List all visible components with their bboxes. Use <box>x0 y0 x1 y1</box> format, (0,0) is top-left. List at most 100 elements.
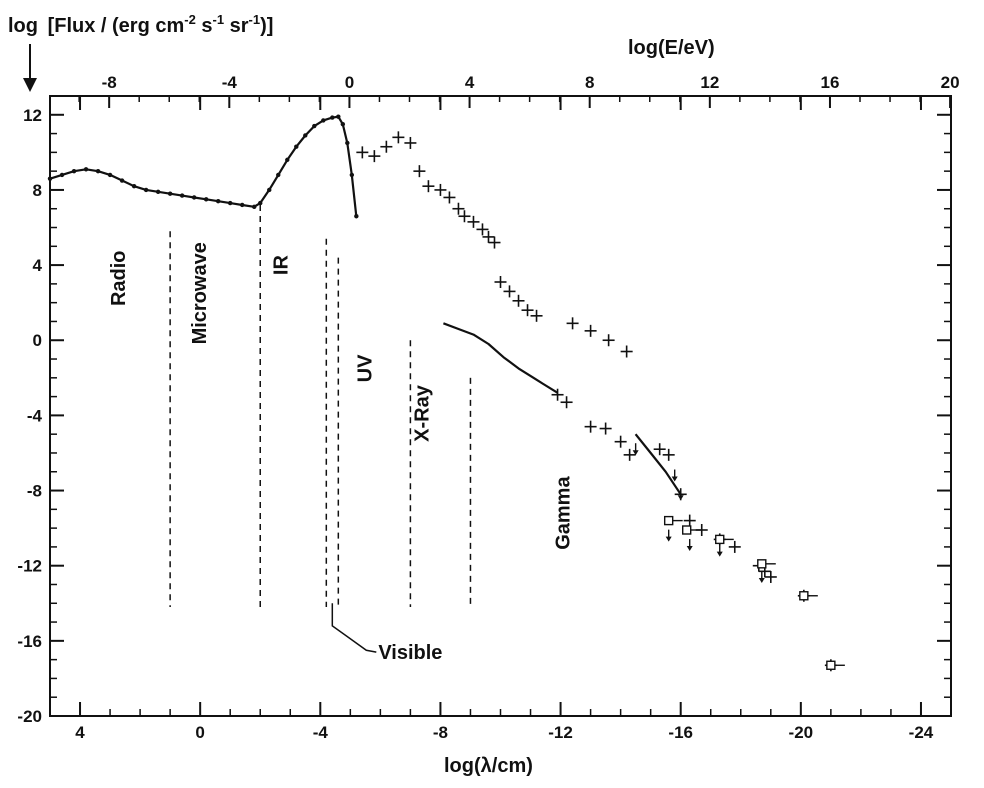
upper-limit-marker <box>682 525 692 535</box>
down-arrow-icon <box>23 44 37 92</box>
y-tick-label: -8 <box>27 482 42 501</box>
curve-point <box>95 168 101 174</box>
curve-point <box>155 189 161 195</box>
y-tick-label: -20 <box>17 707 42 726</box>
curve-point <box>349 172 355 178</box>
bottom-tick-label: -16 <box>668 723 693 742</box>
band-label-xray: X-Ray <box>411 384 433 442</box>
curve-point <box>143 187 149 193</box>
bottom-tick-label: 0 <box>195 723 204 742</box>
curve-point <box>83 167 89 172</box>
curve-point <box>167 191 173 196</box>
spectrum-curve-1 <box>49 115 358 217</box>
limit-arrow-head <box>665 536 672 542</box>
band-label-radio: Radio <box>108 250 130 306</box>
y-tick-label: 4 <box>33 256 43 275</box>
bottom-tick-label: -8 <box>433 723 448 742</box>
curve-point <box>330 115 335 120</box>
visible-annotation: Visible <box>331 603 442 664</box>
curve-point <box>294 144 299 149</box>
limit-arrow-head <box>677 495 684 501</box>
y-axis-title-close: ) <box>260 15 267 37</box>
y-axis-title-body: Flux / (erg cm <box>54 15 184 37</box>
upper-limit-marker <box>757 559 767 569</box>
upper-limit-marker <box>715 534 725 545</box>
tick-labels: 4 0 -4 -8 -12 -16 -20 -24 -8 -4 0 4 8 12 16 20 12 8 4 0 -4 -8… <box>17 73 959 742</box>
top-tick-label: -4 <box>222 73 238 92</box>
upper-limit-marker <box>826 660 836 670</box>
band-boundaries <box>169 204 472 608</box>
visible-label: Visible <box>378 642 442 664</box>
limit-arrow-head <box>632 450 639 456</box>
bottom-tick-label: -20 <box>789 723 814 742</box>
curve-point <box>345 140 350 146</box>
curve-point <box>285 157 290 163</box>
y-axis-title: log [Flux / (erg cm-2 s-1 sr-1)] <box>8 12 273 37</box>
curve-point <box>71 168 77 174</box>
top-tick-label: 12 <box>700 73 719 92</box>
curve-point <box>312 123 317 129</box>
curve-point <box>215 199 221 204</box>
curve-point <box>258 200 263 206</box>
curve-point <box>267 187 272 193</box>
top-tick-label: -8 <box>102 73 117 92</box>
curve-point <box>336 114 341 119</box>
curve-point <box>340 121 346 127</box>
bottom-tick-label: -4 <box>313 723 329 742</box>
y-tick-label: -12 <box>17 557 42 576</box>
bottom-tick-label: -24 <box>909 723 934 742</box>
band-labels: Radio Microwave IR UV X-Ray Gamma <box>108 242 574 550</box>
upper-limit-marker <box>663 515 674 526</box>
y-tick-label: -4 <box>27 406 43 425</box>
curve-point <box>303 133 308 138</box>
bottom-tick-label: -12 <box>548 723 573 742</box>
upper-limit-marker <box>799 591 809 601</box>
curve-point <box>321 118 326 123</box>
top-axis-title: log(E/eV) <box>628 37 715 59</box>
y-axis-title-exp2: -1 <box>213 12 225 27</box>
curve-point <box>59 172 65 178</box>
y-axis-title-open-bracket: [ <box>48 15 55 37</box>
y-tick-label: 0 <box>33 331 42 350</box>
band-label-gamma: Gamma <box>553 476 575 550</box>
curve-point <box>107 172 113 178</box>
spectrum-curve-3 <box>634 433 682 495</box>
curve-point <box>131 183 137 189</box>
curve-point <box>276 172 281 178</box>
y-axis-title-sr: sr <box>224 15 249 37</box>
top-tick-label: 16 <box>821 73 840 92</box>
curve-point <box>240 202 245 208</box>
y-tick-label: 12 <box>23 106 42 125</box>
curve-point <box>354 214 359 219</box>
bottom-axis-title: log(λ/cm) <box>444 755 533 777</box>
y-axis-title-exp3: -1 <box>249 12 261 27</box>
top-tick-label: 4 <box>465 73 475 92</box>
top-tick-label: 20 <box>941 73 960 92</box>
limit-arrow-head <box>716 551 723 557</box>
limit-arrow-head <box>671 476 678 482</box>
ticks <box>49 95 952 717</box>
curve-point <box>252 204 257 210</box>
curve-point <box>191 195 197 200</box>
data-series <box>47 114 845 672</box>
y-axis-title-s: s <box>196 15 213 37</box>
y-axis-title-close-bracket: ] <box>267 15 274 37</box>
curve-point <box>228 200 233 206</box>
top-tick-label: 0 <box>345 73 354 92</box>
curve-point <box>119 178 125 183</box>
plot-frame <box>49 95 952 717</box>
spectrum-curve-2 <box>443 322 559 394</box>
visible-pointer-line <box>331 603 377 653</box>
y-axis-title-log: log <box>8 15 38 37</box>
curve-point <box>203 197 209 202</box>
bottom-tick-label: 4 <box>75 723 85 742</box>
band-label-ir: IR <box>270 255 292 276</box>
band-label-microwave: Microwave <box>189 242 211 344</box>
top-tick-label: 8 <box>585 73 594 92</box>
curve-point <box>179 193 185 198</box>
limit-arrow-head <box>758 577 765 583</box>
band-label-uv: UV <box>354 354 376 382</box>
y-tick-label: -16 <box>17 632 42 651</box>
y-axis-title-exp1: -2 <box>184 12 196 27</box>
